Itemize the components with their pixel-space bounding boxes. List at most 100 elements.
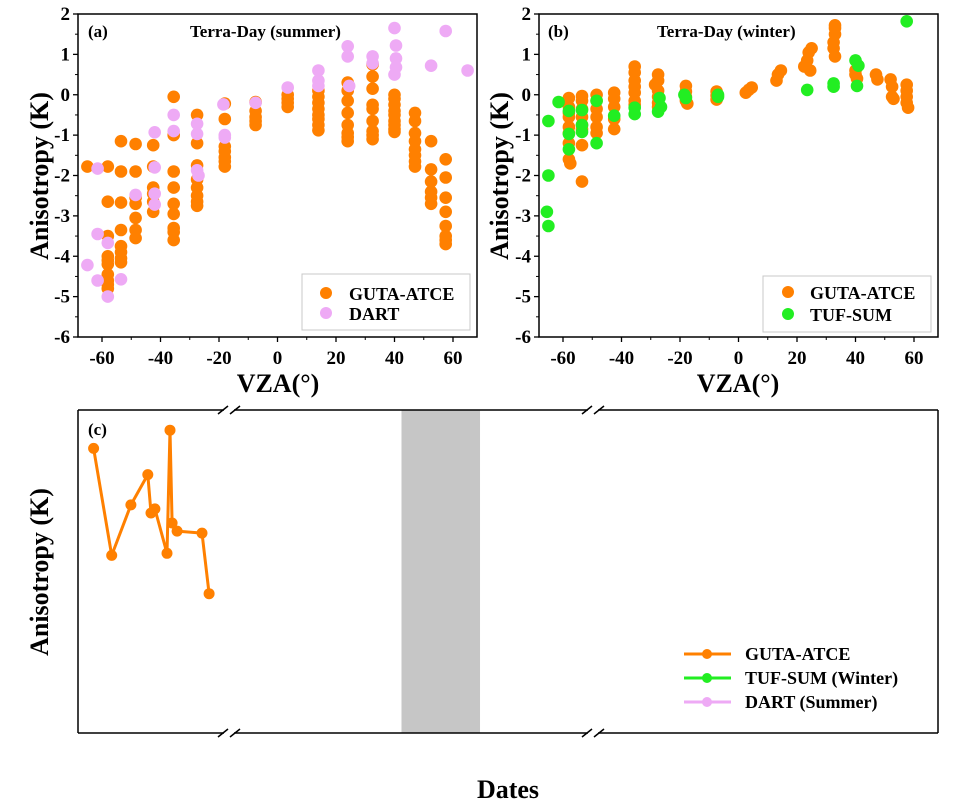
data-point — [114, 165, 128, 178]
legend-box — [301, 273, 471, 331]
data-point — [828, 19, 842, 32]
data-point — [281, 100, 295, 114]
data-point — [389, 39, 403, 52]
data-point — [366, 102, 379, 116]
data-point — [341, 50, 355, 63]
data-point — [828, 50, 842, 63]
data-point — [167, 207, 180, 221]
data-point — [575, 138, 589, 152]
data-point — [388, 21, 401, 35]
data-point — [607, 122, 621, 136]
data-point — [388, 125, 401, 139]
y-tick-label: -1 — [54, 125, 70, 146]
y-tick-label: 2 — [522, 4, 532, 25]
y-tick-label: 1 — [522, 44, 532, 65]
series-tuf-sum — [540, 14, 913, 233]
data-point — [366, 114, 379, 128]
data-point — [129, 165, 142, 178]
data-point — [900, 14, 913, 28]
data-point — [167, 197, 180, 211]
data-point — [439, 205, 453, 219]
data-point — [218, 112, 232, 126]
series-guta-atce — [562, 19, 915, 188]
data-point — [129, 231, 142, 245]
data-point — [312, 79, 325, 93]
series-guta-atce — [81, 58, 453, 295]
panel-a-scatter: -60 -40 -20 0 20 40 60 -6 -5 -4 -3 -2 -1 0 1 2 (a) Terr… — [25, 4, 478, 398]
data-point — [190, 127, 204, 141]
data-point — [101, 290, 115, 303]
data-point — [341, 106, 355, 120]
data-point — [366, 132, 379, 146]
legend-label-guta: GUTA-ATCE — [349, 284, 454, 304]
x-tick-label: 40 — [385, 348, 404, 369]
data-point — [148, 187, 161, 200]
data-point — [167, 181, 180, 194]
x-tick-label: -20 — [206, 348, 231, 369]
legend-marker-guta — [702, 649, 712, 659]
axis-break-mark — [593, 728, 605, 738]
data-point — [91, 227, 104, 241]
data-point — [218, 131, 232, 144]
data-point — [171, 525, 183, 537]
data-point — [312, 64, 325, 77]
panel-b-ylabel: Anisotropy (K) — [485, 92, 514, 260]
axis-break-gap — [588, 730, 598, 736]
data-point — [114, 255, 128, 269]
data-point — [91, 162, 104, 175]
data-point — [852, 59, 865, 72]
data-point — [590, 110, 603, 124]
legend-marker-guta — [320, 287, 332, 299]
axis-break-mark — [581, 405, 593, 415]
data-point — [149, 503, 161, 515]
data-point — [146, 138, 160, 152]
data-point — [106, 549, 118, 561]
panel-c-label: (c) — [88, 420, 107, 439]
legend-marker-dart — [320, 307, 332, 319]
axis-break-gap — [224, 407, 234, 413]
data-point — [129, 137, 142, 151]
y-tick-label: -4 — [54, 246, 70, 267]
data-point — [196, 527, 208, 539]
y-tick-label: -6 — [54, 327, 70, 348]
data-point — [366, 70, 379, 83]
data-point — [803, 64, 817, 77]
data-point — [366, 82, 379, 95]
data-point — [439, 153, 453, 166]
data-point — [341, 134, 355, 148]
panel-c-timeseries: (c) Dates Anisotropy (K) GUTA-ATCE TUF-S… — [25, 405, 939, 804]
data-point — [81, 160, 94, 173]
legend-label-dart: DART (Summer) — [745, 692, 878, 713]
data-point — [389, 52, 403, 65]
axis-break-gap — [224, 730, 234, 736]
panel-b-legend: GUTA-ATCE TUF-SUM — [762, 275, 932, 333]
series-guta — [88, 424, 215, 600]
data-point — [871, 73, 884, 86]
x-tick-label: 20 — [327, 348, 346, 369]
data-point — [249, 96, 262, 110]
data-point — [167, 90, 180, 104]
panel-a-ylabel: Anisotropy (K) — [25, 92, 54, 260]
data-point — [424, 175, 438, 188]
legend-label-dart: DART — [349, 304, 399, 324]
y-tick-label: -1 — [515, 125, 531, 146]
legend-marker-tuf — [702, 673, 712, 683]
panel-a-xlabel: VZA(°) — [237, 369, 320, 398]
data-point — [805, 42, 818, 55]
data-point — [167, 124, 180, 138]
data-point — [312, 124, 325, 137]
data-point — [607, 109, 621, 122]
shaded-region-dark — [401, 410, 481, 733]
data-point — [408, 114, 422, 128]
y-tick-label: -3 — [54, 206, 70, 227]
data-point — [148, 126, 161, 139]
data-point — [129, 211, 142, 225]
data-point — [218, 160, 232, 173]
panel-b-title: Terra-Day (winter) — [657, 22, 796, 41]
data-point — [439, 191, 453, 204]
data-point — [575, 175, 589, 188]
y-tick-label: 2 — [61, 4, 71, 25]
y-tick-label: 0 — [522, 85, 532, 106]
legend-label-tuf: TUF-SUM — [810, 305, 892, 325]
x-tick-label: -60 — [550, 348, 575, 369]
